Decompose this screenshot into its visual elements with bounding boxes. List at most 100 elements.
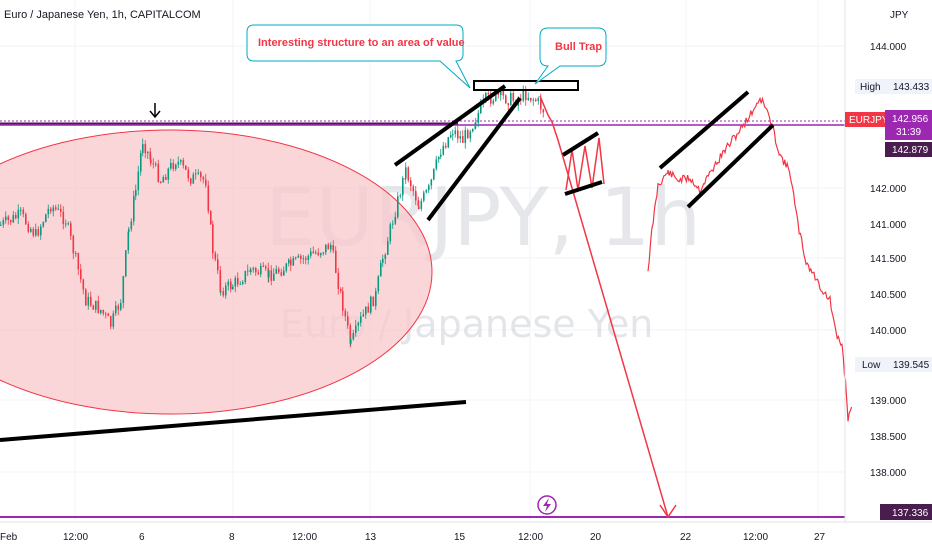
candle-body — [262, 265, 265, 267]
candle-body — [192, 174, 195, 184]
candle-body — [250, 269, 252, 273]
candle-body — [305, 258, 307, 260]
candle-body — [214, 253, 217, 260]
candle-body — [60, 208, 62, 212]
candle-body — [342, 291, 344, 311]
candle-body — [417, 200, 420, 207]
candle-body — [310, 251, 312, 256]
candle-body — [394, 216, 397, 224]
candle-body — [440, 154, 442, 157]
candle-body — [325, 244, 327, 253]
candle-body — [384, 254, 387, 259]
candle-body — [464, 130, 467, 143]
candle-body — [110, 316, 112, 327]
candle-body — [167, 168, 170, 180]
candle-body — [510, 92, 512, 106]
candle-body — [40, 226, 42, 236]
target-price-value: 137.336 — [892, 508, 929, 519]
candle-body — [135, 189, 137, 197]
candle-body — [535, 99, 537, 101]
structure-callout[interactable]: Interesting structure to an area of valu… — [246, 24, 471, 89]
candle-body — [288, 259, 290, 264]
candle-body — [412, 186, 415, 192]
candle-body — [2, 220, 5, 225]
candle-body — [355, 325, 357, 334]
candle-body — [10, 220, 12, 223]
channel-lower-line[interactable] — [426, 96, 522, 222]
candle-body — [0, 224, 2, 226]
candle-body — [25, 213, 27, 225]
channel-upper-line[interactable] — [393, 84, 507, 167]
candle-body — [312, 251, 315, 254]
candle-body — [70, 223, 72, 237]
candle-body — [47, 208, 50, 215]
candle-body — [17, 209, 20, 219]
candle-body — [247, 270, 249, 272]
arrow-down-icon — [149, 103, 161, 119]
last-price-tag: 142.956 31:39 — [885, 110, 932, 140]
candle-body — [177, 161, 180, 165]
candle-body — [195, 173, 197, 175]
low-tag: Low 139.545 — [855, 357, 932, 372]
right-channel-lower-line[interactable] — [686, 123, 775, 209]
flag-lower-line[interactable] — [564, 180, 603, 196]
candle-body — [217, 259, 219, 271]
candle-body — [522, 89, 525, 101]
candle-body — [242, 282, 244, 284]
candle-body — [372, 296, 375, 307]
candle-body — [225, 285, 227, 296]
sample-price-path[interactable] — [647, 96, 853, 422]
lightning-icon[interactable] — [537, 495, 557, 515]
candle-body — [452, 134, 454, 136]
support-trend-line[interactable] — [0, 400, 467, 442]
candle-body — [162, 177, 165, 183]
candle-body — [172, 162, 175, 170]
right-channel-upper-line[interactable] — [658, 90, 750, 170]
candle-body — [12, 215, 15, 223]
candle-body — [55, 207, 57, 210]
candle-body — [352, 333, 355, 340]
candle-body — [438, 156, 440, 160]
price-tick: 141.000 — [870, 220, 907, 231]
candle-body — [418, 206, 420, 210]
flag-upper-line[interactable] — [561, 131, 600, 157]
candle-body — [219, 270, 222, 292]
candle-body — [130, 221, 133, 230]
candle-body — [275, 268, 278, 274]
candle-body — [142, 144, 144, 154]
candle-body — [462, 136, 464, 143]
candle-body — [477, 113, 480, 123]
bull-trap-callout[interactable]: Bull Trap — [534, 27, 607, 85]
candle-body — [127, 231, 130, 251]
candle-body — [190, 178, 192, 184]
time-label: 27 — [814, 532, 826, 543]
candle-body — [502, 90, 505, 96]
high-label: High — [860, 82, 881, 93]
value-zone-ellipse[interactable] — [0, 129, 433, 415]
candle-body — [423, 192, 425, 201]
candle-body — [292, 258, 295, 266]
candle-body — [350, 339, 352, 344]
candle-body — [295, 257, 297, 259]
price-axis[interactable]: JPY 144.000 142.000 141.500 141.000 140.… — [844, 0, 909, 522]
countdown-value: 31:39 — [896, 127, 921, 138]
candle-body — [537, 98, 540, 101]
candle-body — [82, 279, 85, 290]
bull-trap-box[interactable] — [473, 80, 579, 91]
candle-body — [347, 316, 349, 326]
candle-body — [45, 214, 47, 223]
candle-body — [237, 277, 239, 285]
projection-line[interactable] — [539, 95, 669, 518]
time-axis[interactable]: Feb 12:00 6 8 12:00 13 15 12:00 20 22 12… — [0, 521, 932, 543]
candle-body — [404, 178, 407, 180]
time-label: 6 — [139, 532, 145, 543]
time-label: 20 — [590, 532, 602, 543]
candle-body — [392, 223, 394, 225]
candle-body — [344, 310, 347, 317]
candle-body — [125, 250, 127, 277]
candle-body — [100, 309, 102, 313]
candle-body — [407, 167, 410, 181]
candle-body — [447, 137, 450, 148]
